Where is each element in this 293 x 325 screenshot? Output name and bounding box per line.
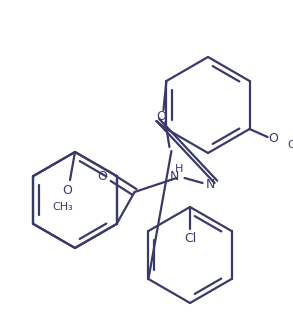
Text: N: N [206, 177, 215, 190]
Text: Cl: Cl [184, 232, 196, 245]
Text: CH₃: CH₃ [53, 202, 73, 212]
Text: O: O [269, 133, 279, 146]
Text: O: O [156, 110, 166, 123]
Text: H: H [174, 164, 183, 174]
Text: O: O [62, 184, 72, 197]
Text: O: O [98, 170, 108, 183]
Text: CH₃: CH₃ [287, 140, 293, 150]
Text: N: N [170, 171, 179, 184]
